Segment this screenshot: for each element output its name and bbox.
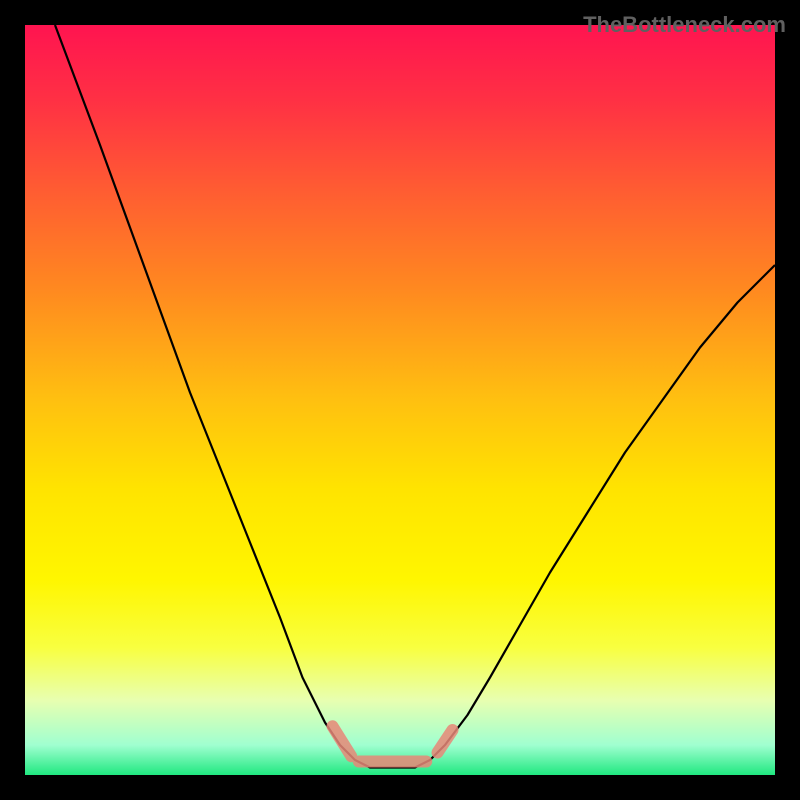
watermark-text: TheBottleneck.com bbox=[583, 12, 786, 38]
chart-svg bbox=[0, 0, 800, 800]
chart-area bbox=[0, 0, 800, 800]
